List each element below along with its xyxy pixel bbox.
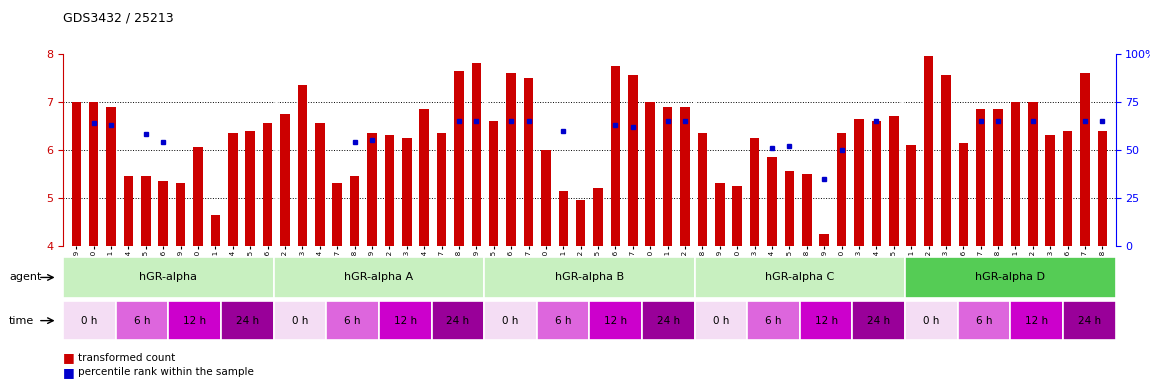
Bar [89,102,99,246]
Bar [298,85,307,246]
Bar [628,75,637,246]
Bar [1063,131,1073,246]
Text: 6 h: 6 h [133,316,151,326]
Text: 12 h: 12 h [393,316,416,326]
Bar [489,121,498,246]
Text: 12 h: 12 h [183,316,206,326]
Text: hGR-alpha C: hGR-alpha C [765,272,835,283]
Bar [193,147,202,246]
Bar [523,78,534,246]
Bar [350,176,359,246]
Text: 24 h: 24 h [867,316,890,326]
Bar [263,123,273,246]
Bar [315,123,324,246]
Bar [698,133,707,246]
Text: 0 h: 0 h [292,316,308,326]
Text: agent: agent [9,272,41,283]
Text: transformed count: transformed count [78,353,176,363]
Text: 24 h: 24 h [657,316,680,326]
Text: 12 h: 12 h [1025,316,1048,326]
Text: 12 h: 12 h [604,316,627,326]
Bar [228,133,238,246]
Bar [820,234,829,246]
Text: hGR-alpha: hGR-alpha [139,272,198,283]
Bar [159,181,168,246]
Text: ■: ■ [63,366,75,379]
Bar [542,150,551,246]
Bar [611,66,620,246]
Bar [906,145,915,246]
Text: 6 h: 6 h [344,316,361,326]
Bar [420,109,429,246]
Text: 6 h: 6 h [554,316,572,326]
Bar [681,106,690,246]
Bar [767,157,776,246]
Bar [733,186,742,246]
Bar [854,119,864,246]
Text: hGR-alpha D: hGR-alpha D [975,272,1045,283]
Text: 0 h: 0 h [82,316,98,326]
Bar [245,131,255,246]
Bar [976,109,986,246]
Bar [959,142,968,246]
Bar [837,133,846,246]
Text: 12 h: 12 h [814,316,837,326]
Bar [281,114,290,246]
Bar [367,133,377,246]
Bar [750,138,759,246]
Bar [784,171,795,246]
Text: 24 h: 24 h [446,316,469,326]
Bar [576,200,585,246]
Bar [176,184,185,246]
Text: hGR-alpha A: hGR-alpha A [344,272,414,283]
Bar [506,73,516,246]
Bar [1028,102,1037,246]
Text: time: time [9,316,34,326]
Bar [802,174,812,246]
Bar [332,184,342,246]
Bar [889,116,898,246]
Bar [645,102,656,246]
Text: hGR-alpha B: hGR-alpha B [554,272,624,283]
Bar [106,106,116,246]
Bar [1097,131,1107,246]
Bar [472,63,481,246]
Bar [715,184,724,246]
Bar [872,121,881,246]
Bar [141,176,151,246]
Bar [210,215,220,246]
Bar [1045,136,1055,246]
Text: percentile rank within the sample: percentile rank within the sample [78,367,254,377]
Text: 24 h: 24 h [1078,316,1101,326]
Bar [559,190,568,246]
Text: 0 h: 0 h [923,316,940,326]
Bar [71,102,82,246]
Text: 24 h: 24 h [236,316,259,326]
Bar [994,109,1003,246]
Bar [923,56,934,246]
Text: 6 h: 6 h [975,316,992,326]
Text: GDS3432 / 25213: GDS3432 / 25213 [63,12,174,25]
Bar [124,176,133,246]
Bar [593,188,603,246]
Bar [402,138,412,246]
Bar [454,71,463,246]
Text: 6 h: 6 h [765,316,782,326]
Bar [941,75,951,246]
Text: 0 h: 0 h [503,316,519,326]
Bar [1011,102,1020,246]
Bar [384,136,394,246]
Bar [1080,73,1090,246]
Text: 0 h: 0 h [713,316,729,326]
Text: ■: ■ [63,351,75,364]
Bar [662,106,673,246]
Bar [437,133,446,246]
